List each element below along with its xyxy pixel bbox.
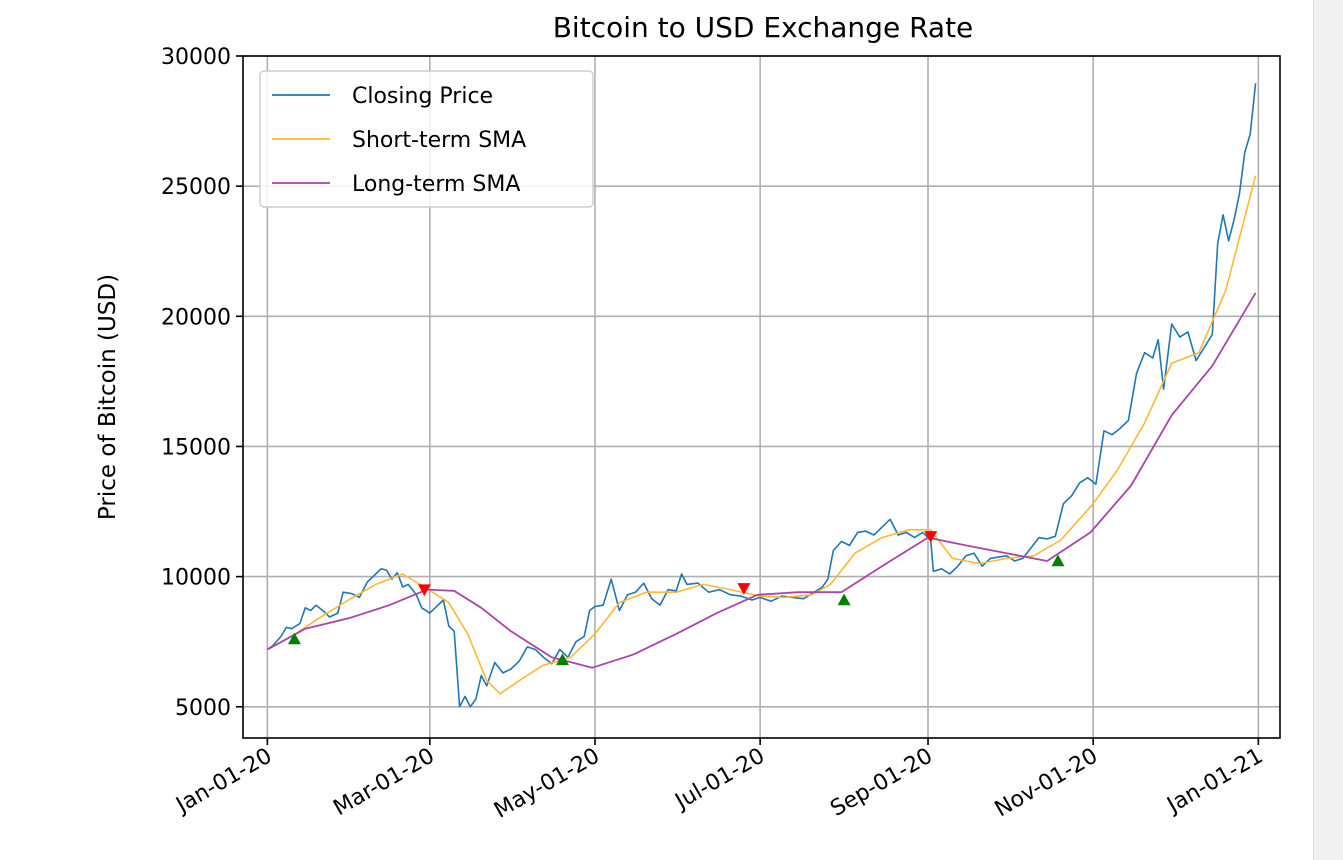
y-tick-label: 25000: [161, 175, 231, 200]
y-axis-label: Price of Bitcoin (USD): [95, 274, 121, 520]
y-tick-label: 15000: [161, 435, 231, 460]
plot-frame: [242, 55, 1281, 739]
series-line-short-term-sma: [267, 175, 1257, 695]
legend-label: Closing Price: [352, 84, 493, 109]
y-tick-label: 5000: [175, 696, 231, 721]
series-lines: [266, 83, 1257, 708]
buy-signal-marker: [1051, 554, 1065, 567]
x-tick-label: Mar-01-20: [329, 744, 438, 822]
buy-signal-marker: [837, 593, 851, 606]
y-tick-label: 20000: [161, 305, 231, 330]
sell-signal-marker: [924, 531, 938, 543]
x-tick-label: Jul-01-20: [670, 744, 769, 816]
legend-label: Long-term SMA: [352, 172, 520, 197]
chart-title: Bitcoin to USD Exchange Rate: [553, 11, 974, 44]
x-tick-label: Nov-01-20: [991, 744, 1102, 823]
buy-signal-marker: [287, 632, 301, 645]
series-line-long-term-sma: [266, 292, 1257, 669]
x-tick-label: Jan-01-20: [171, 744, 277, 820]
vertical-scrollbar[interactable]: [1313, 0, 1343, 860]
x-tick-label: May-01-20: [490, 744, 604, 824]
signal-markers: [287, 531, 1065, 666]
sell-signal-marker: [417, 584, 431, 597]
legend: Closing Price Short-term SMA Long-term SMA: [259, 70, 594, 208]
series-line-closing-price: [266, 83, 1257, 708]
legend-label: Short-term SMA: [352, 128, 526, 153]
x-tick-label: Jan-01-21: [1161, 744, 1267, 820]
legend-box: [259, 70, 594, 208]
y-tick-label: 30000: [161, 45, 231, 70]
y-tick-label: 10000: [161, 566, 231, 591]
buy-signal-marker: [555, 653, 569, 666]
sell-signal-marker: [737, 583, 751, 595]
x-tick-label: Sep-01-20: [826, 744, 937, 822]
